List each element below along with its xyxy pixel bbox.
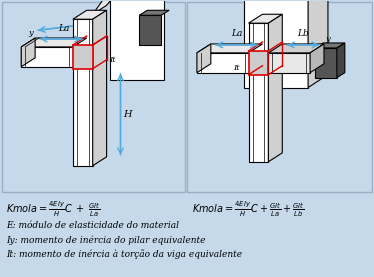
Text: H: H (123, 110, 132, 119)
Polygon shape (315, 48, 337, 78)
Polygon shape (249, 23, 269, 162)
Text: La: La (231, 29, 242, 38)
Polygon shape (310, 44, 324, 73)
Polygon shape (308, 0, 328, 88)
Polygon shape (110, 0, 164, 79)
Polygon shape (93, 0, 129, 14)
Polygon shape (197, 44, 263, 53)
Polygon shape (249, 51, 269, 75)
Text: Lb: Lb (297, 29, 309, 38)
Polygon shape (243, 0, 308, 88)
Polygon shape (269, 44, 324, 53)
Text: It: It (110, 56, 116, 64)
Text: $Kmola = \frac{4EIy}{H}C + \frac{GIt}{La} + \frac{GIt}{Lb}$: $Kmola = \frac{4EIy}{H}C + \frac{GIt}{La… (192, 199, 304, 219)
Text: It: It (233, 64, 240, 72)
Text: Iy: momento de inércia do pilar equivalente: Iy: momento de inércia do pilar equivale… (6, 235, 206, 245)
Text: It: momento de inércia à torção da viga equivalente: It: momento de inércia à torção da viga … (6, 249, 242, 259)
Polygon shape (73, 45, 93, 69)
Polygon shape (73, 19, 93, 166)
Text: $Kmola = \frac{4EIy}{H}C\; +\; \frac{GIt}{La}$: $Kmola = \frac{4EIy}{H}C\; +\; \frac{GIt… (6, 199, 101, 219)
Polygon shape (197, 53, 249, 73)
Polygon shape (21, 47, 73, 67)
Polygon shape (140, 15, 161, 45)
Polygon shape (269, 14, 282, 162)
Polygon shape (249, 14, 282, 23)
Polygon shape (73, 10, 107, 19)
Text: E: módulo de elasticidade do material: E: módulo de elasticidade do material (6, 221, 180, 230)
Bar (1, 193, 373, 276)
Polygon shape (140, 10, 169, 15)
Polygon shape (197, 44, 211, 73)
Polygon shape (337, 43, 345, 78)
Polygon shape (315, 43, 345, 48)
Text: La: La (58, 24, 70, 33)
Polygon shape (269, 53, 310, 73)
Text: y: y (325, 35, 330, 43)
Polygon shape (21, 38, 35, 67)
Polygon shape (93, 10, 107, 166)
Text: y: y (28, 29, 33, 37)
Polygon shape (21, 38, 87, 47)
